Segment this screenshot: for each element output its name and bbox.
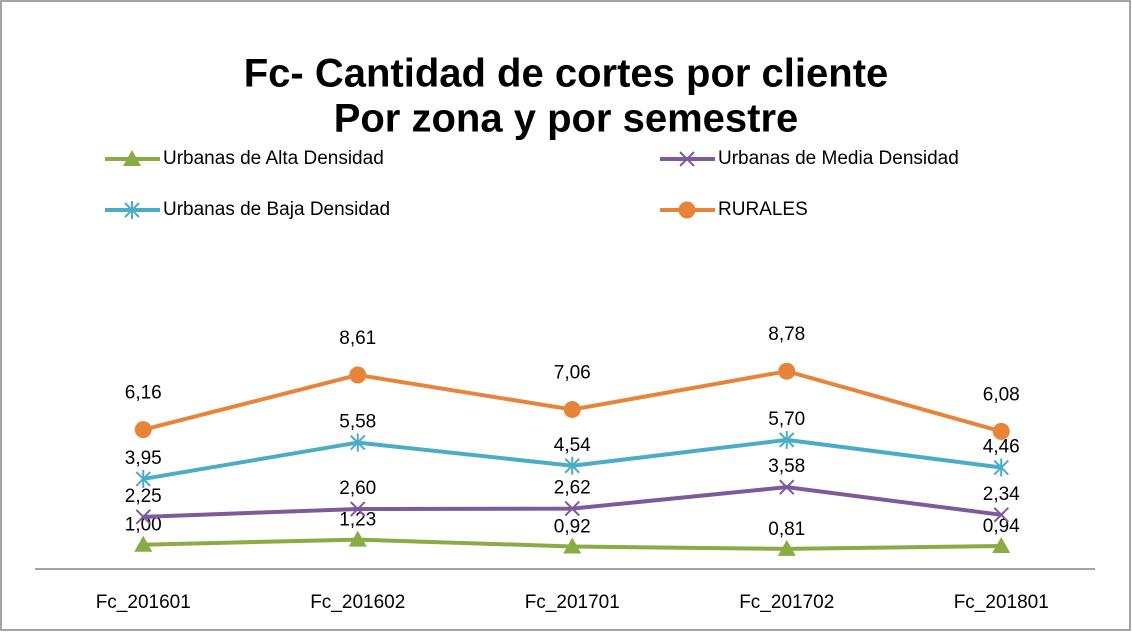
data-label: 2,62 — [554, 478, 591, 499]
x-tick-label: Fc_201602 — [310, 592, 405, 613]
data-label: 6,16 — [125, 383, 162, 404]
data-label: 5,58 — [339, 412, 376, 433]
marker — [123, 150, 141, 166]
data-label: 1,00 — [125, 515, 162, 536]
data-label: 1,23 — [339, 510, 376, 531]
x-tick-label: Fc_201702 — [739, 592, 834, 613]
x-tick-label: Fc_201801 — [954, 592, 1049, 613]
data-label: 2,25 — [125, 486, 162, 507]
data-label: 2,60 — [339, 478, 376, 499]
data-label: 4,46 — [983, 437, 1020, 458]
marker — [993, 458, 1009, 477]
data-label: 5,70 — [768, 409, 805, 430]
marker — [678, 201, 696, 219]
legend-label: Urbanas de Alta Densidad — [163, 148, 384, 169]
data-label: 0,94 — [983, 516, 1020, 537]
marker — [563, 401, 581, 419]
data-label: 8,78 — [768, 324, 805, 345]
data-label: 3,95 — [125, 448, 162, 469]
marker — [348, 530, 367, 547]
marker — [777, 539, 796, 556]
marker — [124, 201, 140, 219]
marker — [778, 362, 796, 380]
marker — [135, 509, 151, 525]
marker — [679, 151, 695, 167]
marker — [779, 479, 795, 495]
marker — [350, 433, 366, 452]
x-tick-label: Fc_201601 — [96, 592, 191, 613]
data-label: 6,08 — [983, 384, 1020, 405]
chart-subtitle: Por zona y por semestre — [334, 97, 799, 141]
data-label: 3,58 — [768, 456, 805, 477]
marker — [564, 500, 580, 517]
x-tick-label: Fc_201701 — [525, 592, 620, 613]
legend-label: Urbanas de Media Densidad — [718, 148, 959, 169]
marker — [134, 535, 153, 552]
marker — [992, 537, 1011, 554]
chart-title: Fc- Cantidad de cortes por cliente — [244, 52, 889, 96]
marker — [993, 507, 1009, 523]
legend-label: RURALES — [718, 199, 808, 220]
data-label: 2,34 — [983, 484, 1020, 505]
data-label: 0,81 — [768, 519, 805, 540]
marker — [350, 501, 366, 517]
legend-label: Urbanas de Baja Densidad — [163, 199, 390, 220]
marker — [349, 366, 367, 384]
data-label: 8,61 — [339, 328, 376, 349]
data-label: 7,06 — [554, 363, 591, 384]
data-label: 4,54 — [554, 435, 591, 456]
marker — [135, 469, 151, 488]
data-label: 0,92 — [554, 516, 591, 537]
marker — [779, 430, 795, 449]
marker — [134, 421, 152, 439]
marker — [992, 422, 1010, 440]
marker — [564, 456, 580, 475]
marker — [563, 537, 582, 554]
